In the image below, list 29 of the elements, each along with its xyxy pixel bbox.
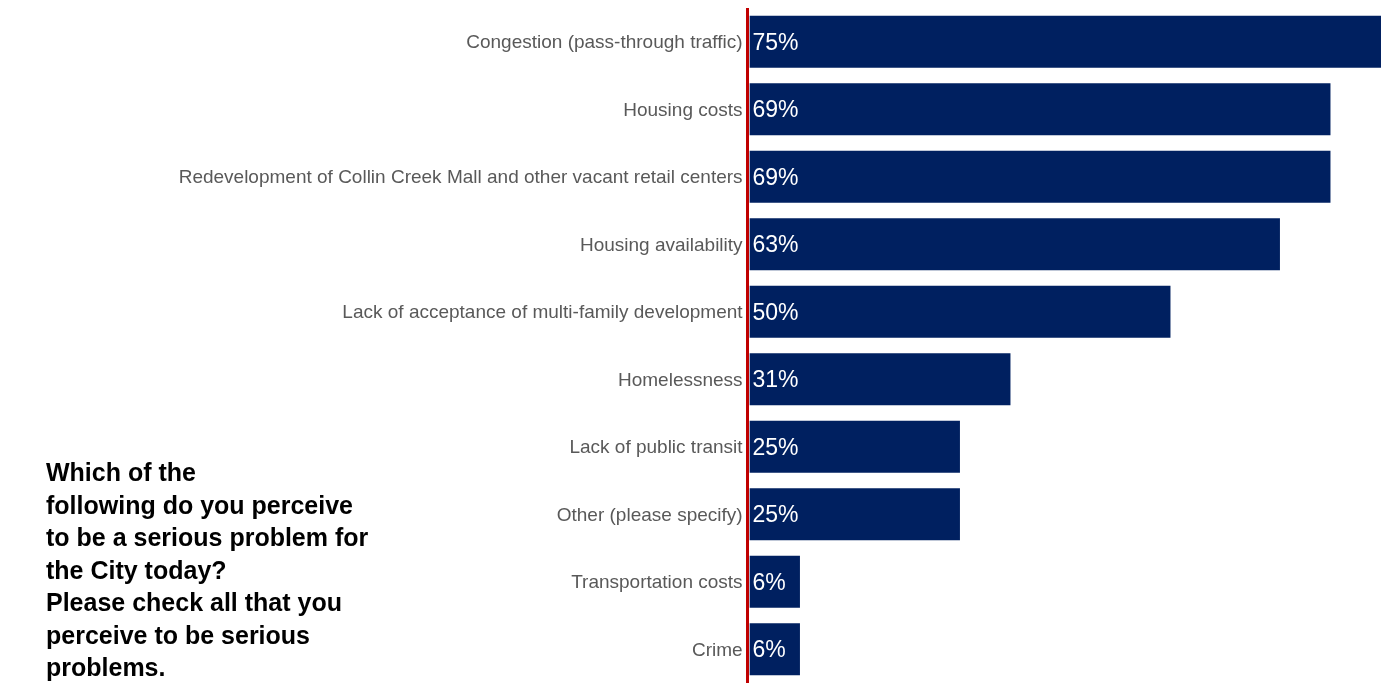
data-label: 25% (752, 433, 799, 460)
y-tick-label: Lack of acceptance of multi-family development (342, 301, 744, 323)
data-label: 69% (752, 163, 799, 190)
bar (749, 420, 960, 473)
y-tick-label: Redevelopment of Collin Creek Mall and other vacant retail centers (178, 166, 743, 188)
data-label: 25% (752, 501, 799, 528)
data-label: 69% (752, 96, 799, 123)
y-tick-label: Crime (691, 638, 743, 660)
y-tick-label: Other (please specify) (556, 503, 743, 525)
bar (749, 15, 1381, 68)
data-label: 63% (752, 231, 799, 258)
bar (749, 353, 1011, 406)
text: Which of the following do you perceive to be a serious problem for the City today? Please check all that you perceive to be serious problems. (46, 458, 369, 681)
y-tick-label: Congestion (pass-through traffic) (466, 31, 743, 53)
data-label: 6% (752, 568, 786, 595)
bar (749, 150, 1331, 203)
bar (749, 83, 1331, 136)
y-tick-label: Housing costs (623, 98, 743, 120)
data-label: 31% (752, 366, 799, 393)
data-label: 6% (752, 636, 786, 663)
y-tick-label: Housing availability (579, 233, 744, 255)
bar (749, 218, 1280, 271)
y-tick-label: Homelessness (618, 368, 743, 390)
data-label: 50% (752, 298, 799, 325)
data-label: 75% (752, 28, 799, 55)
bar (749, 488, 960, 541)
y-tick-label: Lack of public transit (569, 436, 744, 458)
bar (749, 285, 1171, 338)
y-tick-label: Transportation costs (571, 571, 743, 593)
